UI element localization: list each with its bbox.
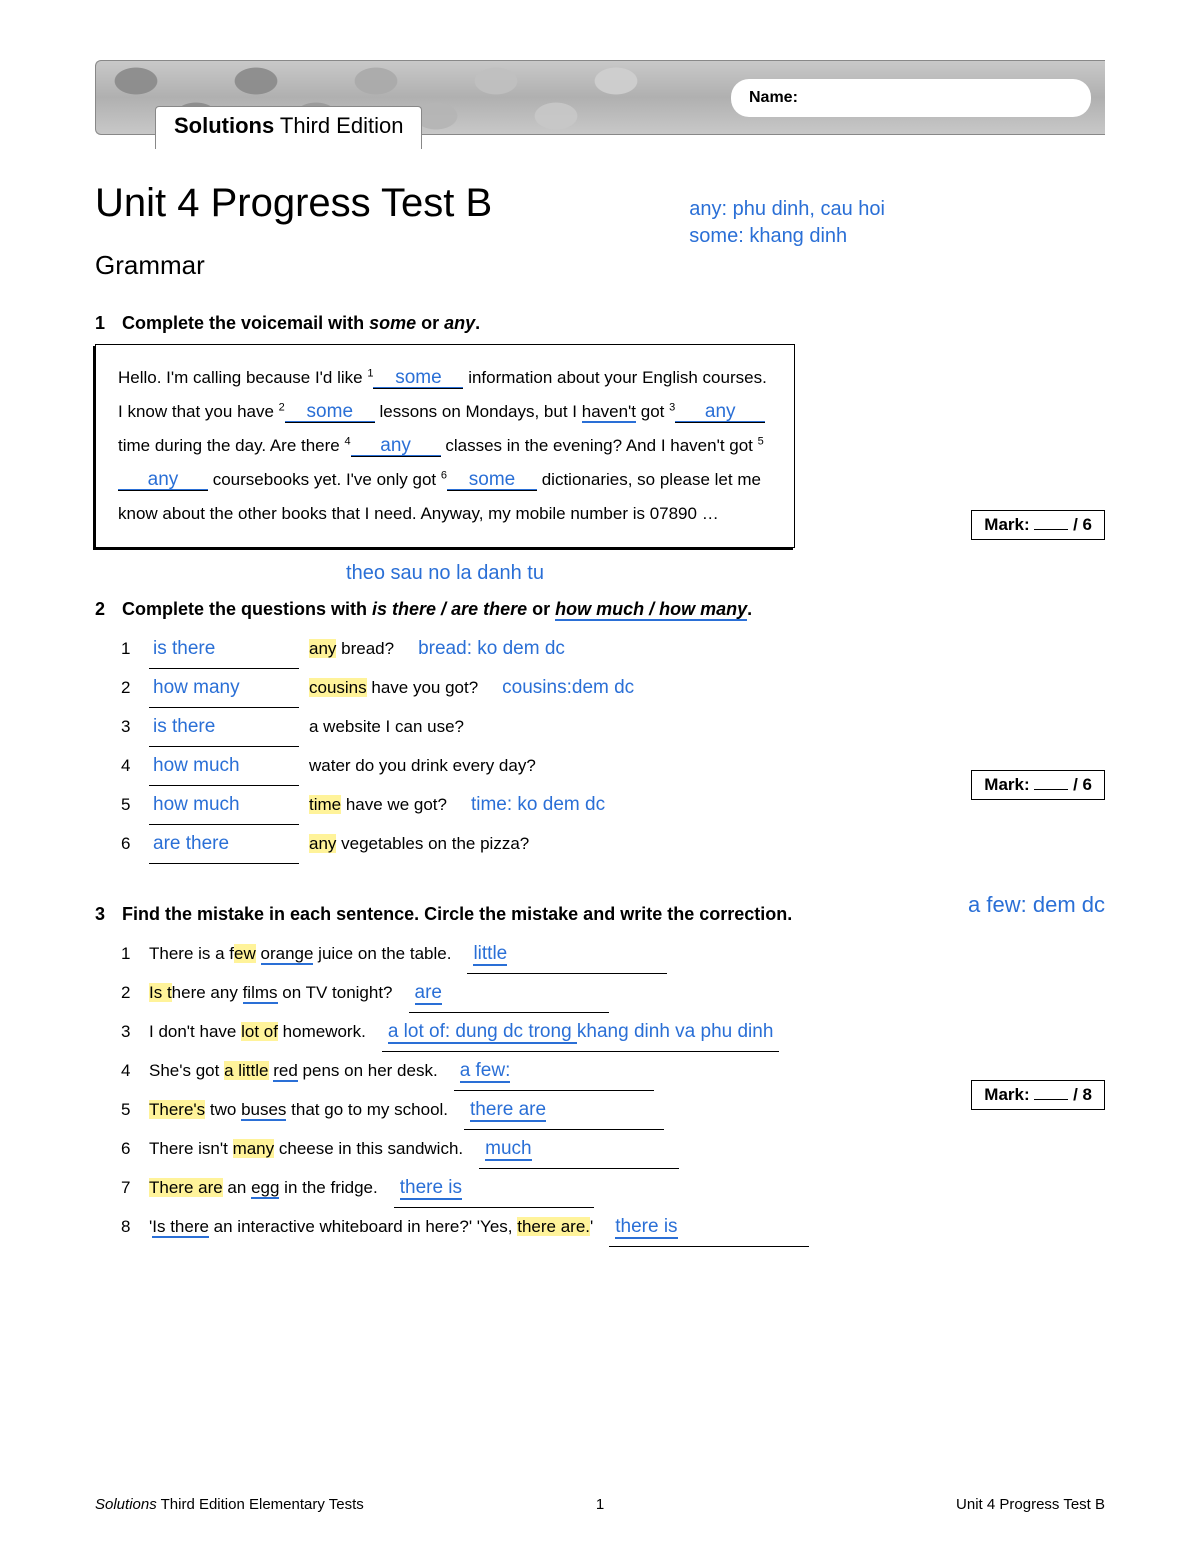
- correction-blank[interactable]: there are: [464, 1091, 664, 1130]
- note-line: some: khang dinh: [689, 223, 885, 250]
- mark-box-3: Mark: / 8: [971, 1080, 1105, 1110]
- list-item: 3is there a website I can use?: [121, 708, 1105, 747]
- underlined-word: buses: [241, 1100, 286, 1121]
- highlighted-word: many: [233, 1139, 275, 1158]
- highlighted-word: There's: [149, 1100, 205, 1119]
- answer-blank[interactable]: is there: [149, 708, 299, 747]
- highlighted-word: lot of: [241, 1022, 278, 1041]
- highlighted-word: any: [309, 834, 336, 853]
- highlighted-word: any: [309, 639, 336, 658]
- correction-blank[interactable]: there is: [394, 1169, 594, 1208]
- correction-blank[interactable]: are: [409, 974, 609, 1013]
- list-item: 3I don't have lot of homework.a lot of: …: [121, 1013, 1105, 1052]
- inline-note: time: ko dem dc: [471, 786, 605, 824]
- underlined-word: orange: [261, 944, 314, 965]
- list-item: 2Is there any films on TV tonight?are: [121, 974, 1105, 1013]
- highlighted-word: there are.: [517, 1217, 590, 1236]
- voicemail-box: Hello. I'm calling because I'd like 1som…: [95, 344, 795, 548]
- answer-blank[interactable]: are there: [149, 825, 299, 864]
- list-item: 1There is a few orange juice on the tabl…: [121, 935, 1105, 974]
- q2-heading: 2 Complete the questions with is there /…: [95, 599, 1105, 620]
- brand-tab: Solutions Third Edition: [155, 106, 422, 149]
- blank-2[interactable]: some: [285, 402, 375, 423]
- name-label: Name:: [749, 89, 798, 107]
- underlined-word: films: [243, 983, 278, 1004]
- list-item: 6are there any vegetables on the pizza?: [121, 825, 1105, 864]
- list-item: 7There are an egg in the fridge.there is: [121, 1169, 1105, 1208]
- brand-bold: Solutions: [174, 113, 274, 138]
- list-item: 5There's two buses that go to my school.…: [121, 1091, 1105, 1130]
- answer-blank[interactable]: how many: [149, 669, 299, 708]
- blank-5[interactable]: any: [118, 470, 208, 491]
- answer-blank[interactable]: how much: [149, 786, 299, 825]
- highlighted-word: cousins: [309, 678, 367, 697]
- inline-note: bread: ko dem dc: [418, 630, 565, 668]
- answer-blank[interactable]: is there: [149, 630, 299, 669]
- list-item: 5how much time have we got?time: ko dem …: [121, 786, 1105, 825]
- underlined-word: Is there: [152, 1217, 209, 1238]
- blank-4[interactable]: any: [351, 436, 441, 457]
- answer-blank[interactable]: how much: [149, 747, 299, 786]
- list-item: 4She's got a little red pens on her desk…: [121, 1052, 1105, 1091]
- highlighted-word: a little: [224, 1061, 268, 1080]
- underlined-word: egg: [251, 1178, 279, 1199]
- page-title: Unit 4 Progress Test B: [95, 181, 1105, 226]
- correction-blank[interactable]: a lot of: dung dc trong khang dinh va ph…: [382, 1013, 780, 1052]
- inline-note: cousins:dem dc: [502, 669, 634, 707]
- q2-list: 1is there any bread?bread: ko dem dc2how…: [121, 630, 1105, 864]
- brand-light: Third Edition: [274, 113, 403, 138]
- rule-note: any: phu dinh, cau hoi some: khang dinh: [689, 196, 885, 250]
- correction-blank[interactable]: little: [467, 935, 667, 974]
- section-title: Grammar: [95, 250, 205, 281]
- correction-blank[interactable]: a few:: [454, 1052, 654, 1091]
- mark-box-1: Mark: / 6: [971, 510, 1105, 540]
- q3-heading: 3 Find the mistake in each sentence. Cir…: [95, 904, 1105, 925]
- highlighted-word: ew: [234, 944, 256, 963]
- list-item: 2how many cousins have you got?cousins:d…: [121, 669, 1105, 708]
- highlighted-word: time: [309, 795, 341, 814]
- q2-float-note: theo sau no la danh tu: [95, 562, 795, 585]
- blank-6[interactable]: some: [447, 470, 537, 491]
- list-item: 1is there any bread?bread: ko dem dc: [121, 630, 1105, 669]
- highlighted-word: Is t: [149, 983, 172, 1002]
- blank-3[interactable]: any: [675, 402, 765, 423]
- q1-heading: 1 Complete the voicemail with some or an…: [95, 313, 1105, 334]
- correction-blank[interactable]: much: [479, 1130, 679, 1169]
- list-item: 4how much water do you drink every day?: [121, 747, 1105, 786]
- page-footer: Solutions Third Edition Elementary Tests…: [95, 1496, 1105, 1513]
- mark-box-2: Mark: / 6: [971, 770, 1105, 800]
- q3-list: 1There is a few orange juice on the tabl…: [121, 935, 1105, 1247]
- list-item: 6There isn't many cheese in this sandwic…: [121, 1130, 1105, 1169]
- q3-side-note: a few: dem dc: [968, 892, 1105, 918]
- correction-blank[interactable]: there is: [609, 1208, 809, 1247]
- name-field[interactable]: Name:: [731, 79, 1091, 117]
- underlined-word: red: [273, 1061, 298, 1082]
- blank-1[interactable]: some: [373, 368, 463, 389]
- highlighted-word: There are: [149, 1178, 223, 1197]
- list-item: 8'Is there an interactive whiteboard in …: [121, 1208, 1105, 1247]
- note-line: any: phu dinh, cau hoi: [689, 196, 885, 223]
